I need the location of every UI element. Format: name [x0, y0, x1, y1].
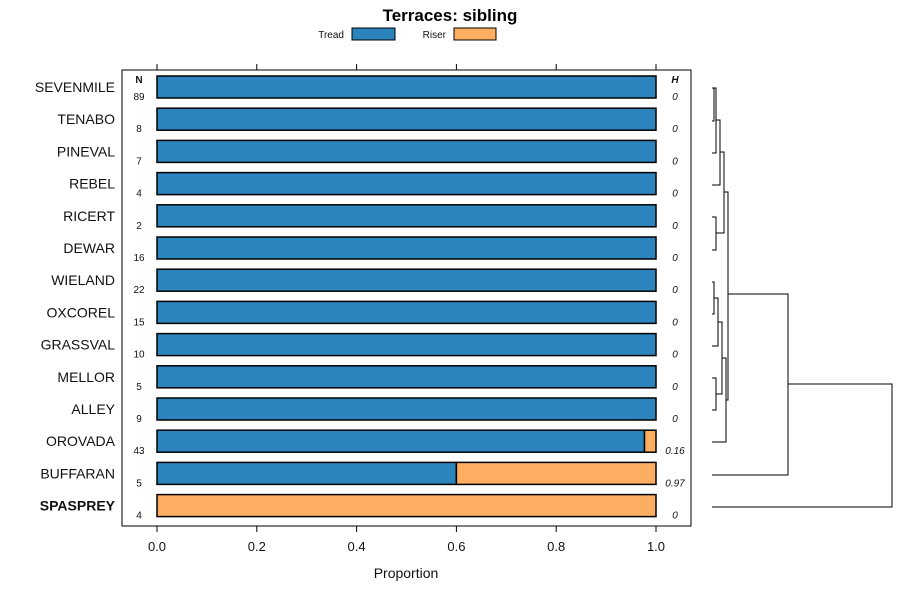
- dendrogram-branch: [712, 297, 719, 347]
- h-value: 0: [672, 414, 678, 425]
- n-value: 8: [136, 124, 142, 135]
- category-label: SPASPREY: [40, 498, 116, 514]
- h-value: 0: [672, 285, 678, 296]
- bar-tread: [156, 365, 657, 389]
- bar-tread: [156, 268, 657, 292]
- bar-riser: [455, 461, 657, 486]
- legend-label-riser: Riser: [423, 30, 447, 41]
- plot-frame: [121, 69, 692, 527]
- h-value: 0: [672, 92, 678, 103]
- n-value: 9: [136, 414, 142, 425]
- n-value: 4: [136, 511, 142, 522]
- category-label: PINEVAL: [57, 143, 115, 159]
- n-value: 2: [136, 221, 142, 232]
- bar-riser: [643, 429, 657, 453]
- dendrogram-branch: [712, 87, 715, 122]
- n-value: 5: [136, 382, 142, 393]
- dendrogram-branch: [712, 383, 893, 508]
- bar-tread: [156, 171, 657, 196]
- dendrogram-branch: [724, 191, 729, 401]
- bar-tread: [156, 107, 657, 131]
- bar-tread: [156, 461, 458, 486]
- x-tick-label: 0.0: [148, 539, 166, 554]
- dendrogram: [712, 87, 893, 508]
- n-value: 15: [133, 317, 145, 328]
- chart-title: Terraces: sibling: [383, 6, 518, 25]
- bar-tread: [156, 139, 657, 164]
- h-column-header: H: [671, 75, 679, 86]
- h-value: 0: [672, 350, 678, 361]
- category-label: WIELAND: [51, 272, 115, 288]
- h-value: 0: [672, 221, 678, 232]
- h-value: 0: [672, 511, 678, 522]
- bar-tread: [156, 75, 657, 99]
- h-value: 0: [672, 124, 678, 135]
- category-label: TENABO: [57, 111, 115, 127]
- category-label: ALLEY: [71, 401, 115, 417]
- dendrogram-branch: [712, 216, 717, 251]
- x-tick-label: 0.6: [447, 539, 465, 554]
- legend: Tread Riser: [318, 27, 497, 41]
- x-tick-label: 0.4: [348, 539, 366, 554]
- n-value: 16: [133, 253, 145, 264]
- chart-rows: SEVENMILE 89 0 TENABO 8 0 PINEVAL 7 0 REBEL 4 0 RICE…: [35, 75, 685, 522]
- bar-tread: [156, 236, 657, 260]
- category-label: OXCOREL: [47, 304, 116, 320]
- category-label: GRASSVAL: [41, 337, 116, 353]
- h-value: 0.16: [665, 446, 685, 457]
- category-label: RICERT: [63, 208, 115, 224]
- dendrogram-branch: [712, 281, 715, 315]
- n-value: 43: [133, 446, 145, 457]
- legend-swatch-riser: [453, 27, 497, 41]
- x-tick-label: 0.2: [248, 539, 266, 554]
- bar-tread: [156, 204, 657, 228]
- h-value: 0: [672, 382, 678, 393]
- h-value: 0: [672, 317, 678, 328]
- dendrogram-branch: [712, 293, 789, 476]
- bar-tread: [156, 300, 657, 325]
- bar-tread: [156, 397, 657, 421]
- bar-tread: [156, 429, 646, 453]
- n-value: 22: [133, 285, 145, 296]
- n-value: 5: [136, 478, 142, 489]
- x-tick-label: 1.0: [647, 539, 665, 554]
- category-label: OROVADA: [46, 433, 116, 449]
- legend-swatch-tread: [351, 27, 396, 41]
- category-label: BUFFARAN: [40, 465, 115, 481]
- bar-tread: [156, 332, 657, 357]
- category-label: MELLOR: [57, 369, 115, 385]
- bar-riser: [156, 493, 657, 518]
- category-label: REBEL: [69, 176, 115, 192]
- x-axis-title: Proportion: [374, 565, 439, 581]
- category-label: DEWAR: [63, 240, 115, 256]
- n-value: 89: [133, 92, 145, 103]
- h-value: 0: [672, 189, 678, 200]
- n-value: 4: [136, 189, 142, 200]
- dendrogram-branch: [712, 377, 717, 411]
- x-tick-label: 0.8: [547, 539, 565, 554]
- dendrogram-branch: [712, 357, 727, 443]
- category-label: SEVENMILE: [35, 79, 115, 95]
- dendrogram-branch: [716, 321, 723, 395]
- x-axis-ticks: 0.0 0.2 0.4 0.6 0.8 1.0: [148, 64, 665, 554]
- legend-label-tread: Tread: [318, 30, 344, 41]
- n-column-header: N: [135, 75, 142, 86]
- n-value: 7: [136, 156, 142, 167]
- n-value: 10: [133, 350, 145, 361]
- h-value: 0: [672, 253, 678, 264]
- h-value: 0: [672, 156, 678, 167]
- h-value: 0.97: [665, 478, 685, 489]
